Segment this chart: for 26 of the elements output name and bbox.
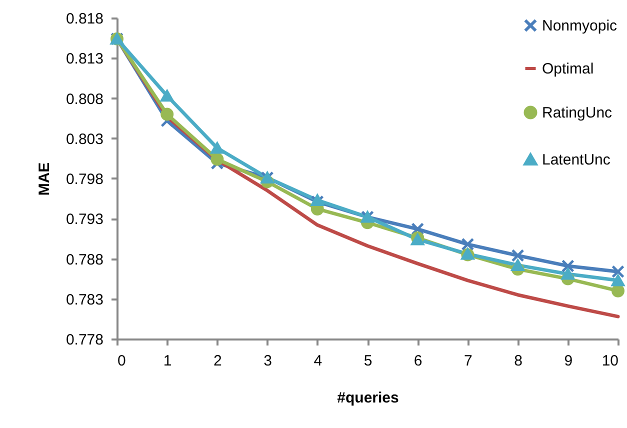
legend-label: Optimal [542, 60, 594, 78]
y-tick-label: 0.778 [66, 332, 104, 348]
x-tick-label: 5 [364, 352, 372, 370]
y-tick-label: 0.803 [66, 130, 104, 148]
y-tick-label: 0.788 [66, 251, 104, 268]
x-tick-label: 6 [414, 352, 422, 370]
y-tick-label: 0.813 [66, 50, 104, 68]
x-tick-label: 2 [214, 352, 222, 370]
legend-label: LatentUnc [542, 152, 611, 168]
x-tick-label: 4 [314, 352, 322, 370]
y-axis-title: MAE [36, 162, 53, 196]
x-tick-label: 3 [264, 352, 272, 370]
y-tick-label: 0.818 [66, 10, 104, 28]
y-tick-label: 0.793 [66, 211, 104, 228]
x-axis-title: #queries [337, 390, 399, 406]
x-tick-label: 7 [464, 352, 472, 370]
x-tick-label: 0 [118, 352, 126, 370]
y-tick-label: 0.798 [66, 171, 104, 188]
x-tick-label: 1 [163, 352, 172, 370]
x-tick-label: 8 [514, 352, 522, 370]
legend-label: RatingUnc [542, 104, 613, 122]
legend-label: Nonmyopic [542, 18, 618, 34]
x-tick-label: 10 [602, 352, 618, 370]
y-tick-label: 0.808 [66, 90, 104, 108]
y-tick-label: 0.783 [66, 291, 104, 308]
x-tick-label: 9 [564, 352, 573, 370]
